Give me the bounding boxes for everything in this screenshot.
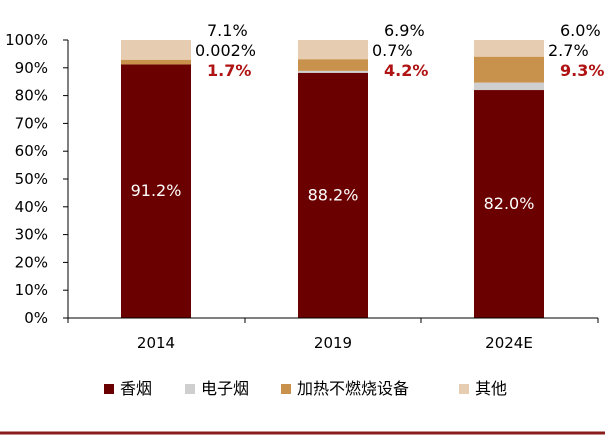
segment-annotation: 0.7%: [372, 41, 413, 60]
y-tick-label: 30%: [15, 226, 48, 244]
segment-annotation: 0.002%: [195, 41, 256, 60]
segment-annotation: 4.2%: [384, 61, 428, 80]
segment-annotation: 6.0%: [560, 21, 601, 40]
bar-segment-4: [298, 40, 368, 60]
y-tick-label: 60%: [15, 142, 48, 160]
y-tick-label: 90%: [15, 59, 48, 77]
y-tick-label: 20%: [15, 253, 48, 271]
bar-value-label: 91.2%: [131, 181, 182, 200]
bar-segment-3: [121, 59, 191, 65]
y-tick-label: 0%: [24, 309, 48, 327]
bar-segment-4: [474, 40, 544, 57]
legend-swatch: [104, 384, 114, 394]
bar-value-label: 82.0%: [484, 194, 535, 213]
x-tick-label: 2024E: [485, 334, 533, 352]
x-axis: 2014 2019 2024E: [67, 317, 599, 352]
segment-annotation: 1.7%: [207, 61, 251, 80]
segment-annotation: 6.9%: [384, 21, 425, 40]
bar-segment-3: [474, 56, 544, 83]
bar-segment-3: [298, 59, 368, 71]
bar-segment-2: [474, 82, 544, 91]
bar-segment-1: [298, 72, 368, 318]
legend-label: 香烟: [120, 379, 152, 398]
legend-label: 加热不燃烧设备: [297, 379, 409, 398]
bar-segment-2: [298, 70, 368, 73]
segment-annotation: 9.3%: [560, 61, 604, 80]
y-tick-label: 40%: [15, 198, 48, 216]
y-tick-label: 70%: [15, 114, 48, 132]
y-axis: 0% 10% 20% 30% 40% 50% 60% 70% 80% 90% 100%: [5, 31, 69, 327]
legend: 香烟 电子烟 加热不燃烧设备 其他: [104, 379, 507, 398]
bars: 91.2% 88.2% 82.0%: [121, 39, 544, 319]
bar-segment-1: [474, 90, 544, 318]
x-tick-label: 2019: [314, 334, 352, 352]
segment-annotation: 7.1%: [207, 21, 248, 40]
segment-annotation: 2.7%: [548, 41, 589, 60]
bar-segment-4: [121, 39, 191, 60]
y-tick-label: 50%: [15, 170, 48, 188]
value-annotations: 7.1%0.002%1.7% 6.9%0.7%4.2% 6.0%2.7%9.3%: [195, 21, 604, 80]
legend-swatch: [281, 384, 291, 394]
bar-value-label: 88.2%: [308, 185, 359, 204]
legend-label: 其他: [475, 379, 507, 398]
legend-label: 电子烟: [201, 379, 249, 398]
x-tick-label: 2014: [137, 334, 175, 352]
legend-swatch: [459, 384, 469, 394]
y-tick-label: 100%: [5, 31, 48, 49]
bar-segment-1: [121, 64, 191, 319]
y-tick-label: 80%: [15, 87, 48, 105]
y-tick-label: 10%: [15, 281, 48, 299]
legend-swatch: [185, 384, 195, 394]
